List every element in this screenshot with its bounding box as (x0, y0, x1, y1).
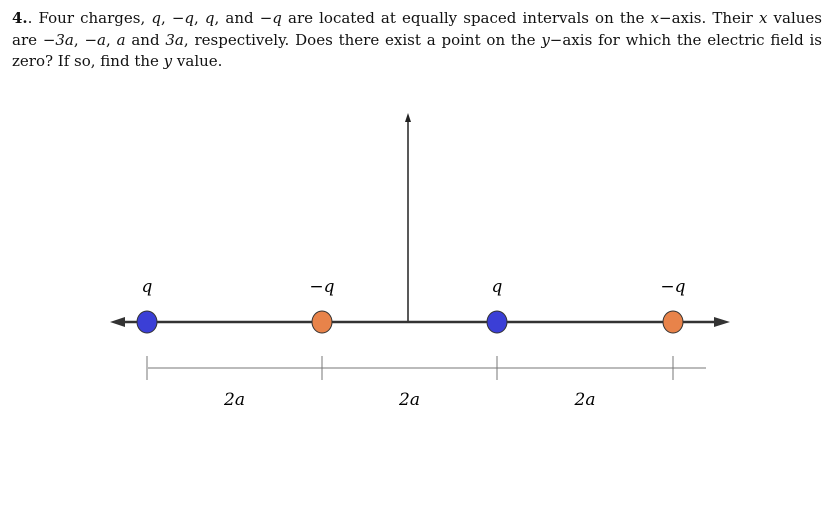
math-symbol: x (758, 9, 768, 27)
text-fragment: , (105, 30, 117, 49)
math-symbol: y (541, 30, 550, 49)
math-symbol: x (650, 9, 659, 27)
math-symbol: a (116, 30, 126, 49)
charge-label: q (492, 277, 503, 297)
text-fragment: , respectively. Does there exist a point… (183, 30, 542, 49)
spacing-label: 2a (398, 390, 420, 410)
charge-label: −q (660, 277, 685, 297)
text-fragment: −axis for which the electric field is ze… (12, 30, 822, 71)
charge-negative (662, 310, 684, 334)
charge-label: q (142, 277, 153, 297)
math-symbol: −a (84, 30, 106, 49)
math-symbol: 3a (165, 30, 184, 49)
math-symbol: −q (171, 9, 195, 27)
text-fragment: , (194, 9, 205, 27)
text-fragment: , (73, 30, 85, 49)
spacing-label: 2a (223, 390, 245, 410)
charge-positive (486, 310, 508, 334)
text-fragment: , and (214, 9, 260, 27)
x-axis-right-arrow (714, 317, 730, 327)
math-symbol: q (151, 9, 161, 27)
text-fragment: −axis. Their (659, 9, 759, 27)
text-fragment: , (160, 9, 172, 27)
x-axis-left-arrow (110, 317, 125, 327)
problem-statement: 4.. Four charges, q, −q, q, and −q are l… (12, 8, 822, 73)
problem-number: 4. (12, 9, 28, 27)
text-fragment: are located at equally spaced intervals … (281, 9, 651, 27)
math-symbol: q (204, 9, 215, 27)
charge-negative (311, 310, 333, 334)
charge-label: −q (309, 277, 334, 297)
text-fragment: values are (12, 9, 822, 49)
y-axis-arrow (405, 113, 411, 122)
text-fragment: and (125, 30, 166, 49)
spacing-label: 2a (574, 390, 596, 410)
charge-positive (136, 310, 158, 334)
text-fragment: . Four charges, (27, 9, 152, 27)
math-symbol: −3a (42, 30, 74, 49)
math-symbol: −q (259, 9, 282, 27)
math-symbol: y (163, 52, 173, 70)
text-fragment: value. (172, 52, 223, 70)
